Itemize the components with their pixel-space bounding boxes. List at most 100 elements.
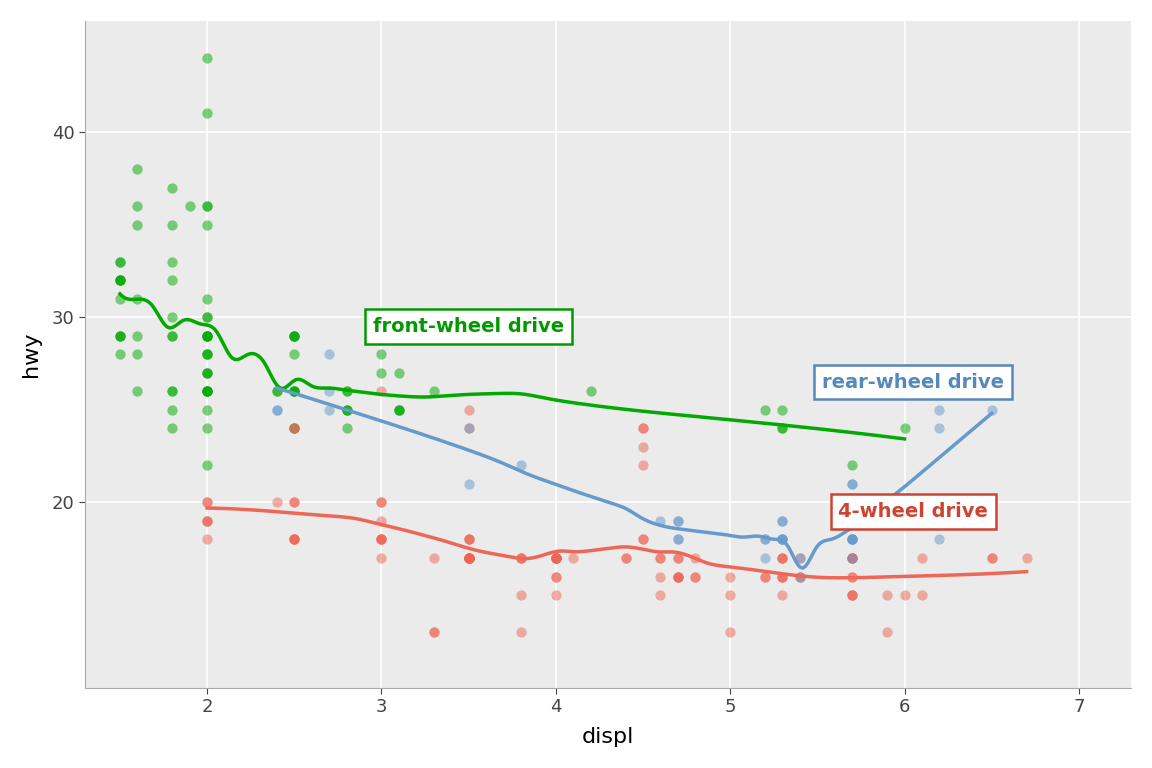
Point <box>634 533 652 545</box>
Point <box>198 348 217 360</box>
Point <box>198 51 217 64</box>
Point <box>338 404 356 416</box>
Point <box>460 552 478 564</box>
Point <box>285 496 303 508</box>
Point <box>773 533 791 545</box>
Point <box>267 404 286 416</box>
Point <box>267 496 286 508</box>
Point <box>721 589 740 601</box>
Point <box>338 404 356 416</box>
Point <box>198 385 217 397</box>
Point <box>668 571 687 583</box>
Point <box>546 571 564 583</box>
Point <box>198 496 217 508</box>
Point <box>668 571 687 583</box>
Point <box>460 552 478 564</box>
Point <box>546 552 564 564</box>
Point <box>843 571 862 583</box>
Point <box>285 533 303 545</box>
Point <box>756 571 774 583</box>
Point <box>634 441 652 453</box>
Point <box>338 385 356 397</box>
Point <box>790 571 809 583</box>
Point <box>564 552 583 564</box>
Point <box>198 385 217 397</box>
Point <box>389 404 408 416</box>
Point <box>651 552 669 564</box>
Point <box>198 311 217 323</box>
Point <box>198 329 217 342</box>
Point <box>425 552 444 564</box>
Point <box>460 552 478 564</box>
Point <box>651 589 669 601</box>
Point <box>668 552 687 564</box>
Point <box>198 200 217 212</box>
Point <box>460 552 478 564</box>
Point <box>128 329 146 342</box>
Point <box>687 571 705 583</box>
Point <box>164 422 182 435</box>
Point <box>164 181 182 194</box>
Point <box>198 533 217 545</box>
Point <box>895 589 914 601</box>
Point <box>111 293 129 305</box>
Point <box>111 274 129 286</box>
Point <box>320 348 339 360</box>
Point <box>546 589 564 601</box>
Point <box>460 552 478 564</box>
Point <box>843 533 862 545</box>
Point <box>128 293 146 305</box>
Point <box>460 552 478 564</box>
Point <box>285 422 303 435</box>
Point <box>773 515 791 527</box>
Point <box>546 552 564 564</box>
Point <box>111 256 129 268</box>
Point <box>546 571 564 583</box>
Point <box>198 329 217 342</box>
Point <box>425 626 444 638</box>
Point <box>285 385 303 397</box>
Point <box>372 533 391 545</box>
Point <box>372 533 391 545</box>
Point <box>164 329 182 342</box>
Point <box>843 533 862 545</box>
Point <box>983 404 1001 416</box>
Point <box>111 329 129 342</box>
Point <box>285 422 303 435</box>
Point <box>111 329 129 342</box>
Point <box>511 626 530 638</box>
Point <box>198 366 217 379</box>
Point <box>128 218 146 230</box>
Point <box>546 552 564 564</box>
Point <box>111 329 129 342</box>
Point <box>198 200 217 212</box>
Point <box>721 571 740 583</box>
Point <box>372 515 391 527</box>
Point <box>198 218 217 230</box>
Point <box>668 571 687 583</box>
Point <box>198 329 217 342</box>
Point <box>198 366 217 379</box>
Point <box>843 552 862 564</box>
Point <box>425 385 444 397</box>
Point <box>198 385 217 397</box>
Point <box>878 496 896 508</box>
Point <box>198 385 217 397</box>
Point <box>372 533 391 545</box>
Point <box>773 422 791 435</box>
Point <box>338 422 356 435</box>
Point <box>389 366 408 379</box>
Point <box>128 348 146 360</box>
Text: front-wheel drive: front-wheel drive <box>373 317 564 336</box>
Point <box>198 348 217 360</box>
Point <box>790 571 809 583</box>
Point <box>668 533 687 545</box>
Point <box>198 404 217 416</box>
Point <box>164 274 182 286</box>
Point <box>721 626 740 638</box>
Point <box>790 571 809 583</box>
Point <box>198 515 217 527</box>
Point <box>460 552 478 564</box>
Point <box>267 385 286 397</box>
Point <box>773 552 791 564</box>
